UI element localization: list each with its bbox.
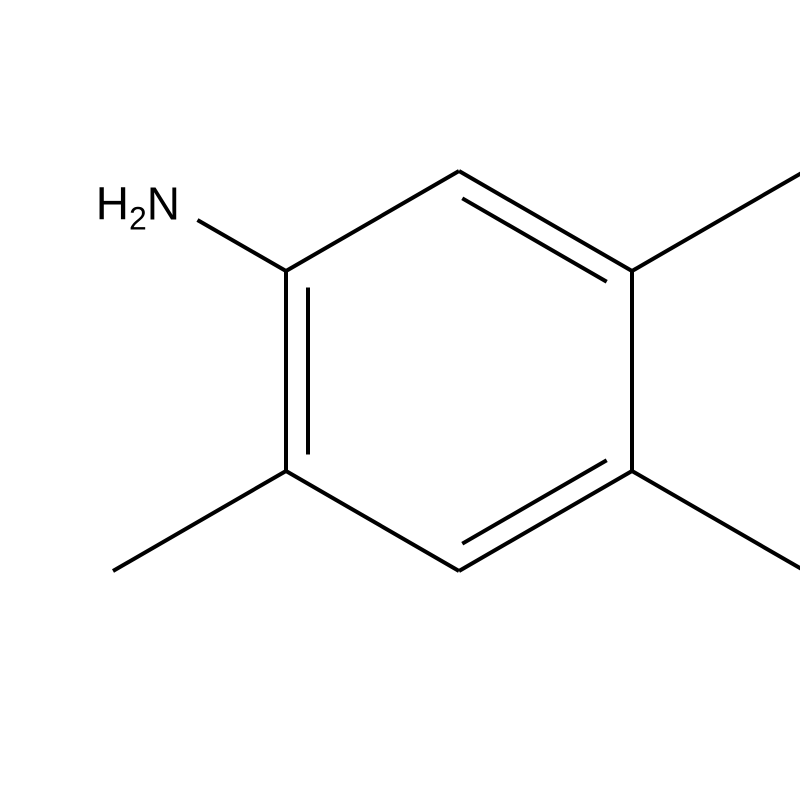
molecule-diagram: H2N [0, 0, 800, 800]
bond-C2-Me2 [113, 471, 286, 571]
bond-C6-C1 [286, 171, 459, 271]
bond-C5-Me5 [632, 171, 800, 271]
bond-C4-Me4 [632, 471, 800, 571]
bond-C1-N [197, 220, 286, 271]
atom-label-N: H2N [96, 178, 180, 237]
bond-C5-C6 [459, 171, 632, 271]
bond-C2-C3 [286, 471, 459, 571]
bond-C5-C6-inner [462, 198, 606, 281]
bond-C3-C4 [459, 471, 632, 571]
bond-C3-C4-inner [462, 460, 606, 543]
